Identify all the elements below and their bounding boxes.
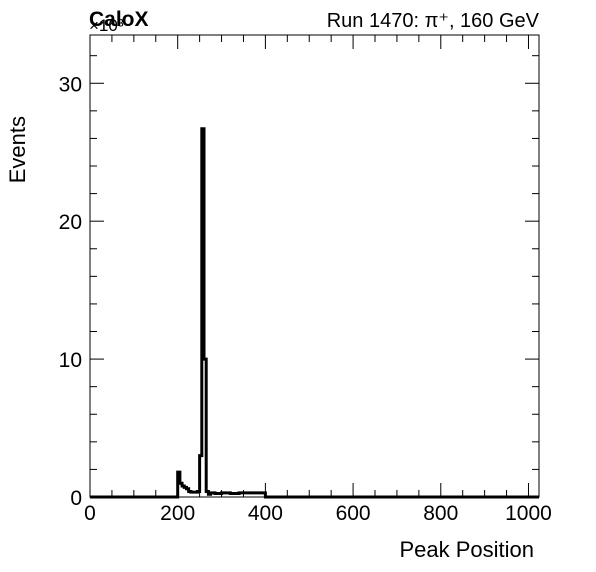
x-axis-label: Peak Position <box>399 537 534 562</box>
y-axis-label: Events <box>5 116 30 183</box>
histogram-line <box>90 127 539 499</box>
plot-frame <box>89 34 540 498</box>
y-tick-label: 20 <box>59 211 82 234</box>
x-tick-label: 400 <box>248 502 283 525</box>
y-tick-label: 30 <box>59 73 82 96</box>
x-tick-label: 600 <box>336 502 371 525</box>
x-tick-label: 0 <box>84 502 96 525</box>
x-tick-label: 1000 <box>505 502 552 525</box>
y-tick-labels: 0 10 20 30 <box>59 73 82 510</box>
x-tick-labels: 0 200 400 600 800 1000 <box>84 502 552 525</box>
x-tick-label: 200 <box>160 502 195 525</box>
run-label: Run 1470: π⁺, 160 GeV <box>327 10 540 32</box>
y-multiplier-label: ×10³ <box>89 16 124 35</box>
calox-label: CaloX <box>89 8 149 31</box>
x-tick-label: 800 <box>423 502 458 525</box>
y-tick-label: 0 <box>70 487 82 510</box>
y-tick-label: 10 <box>59 349 82 372</box>
